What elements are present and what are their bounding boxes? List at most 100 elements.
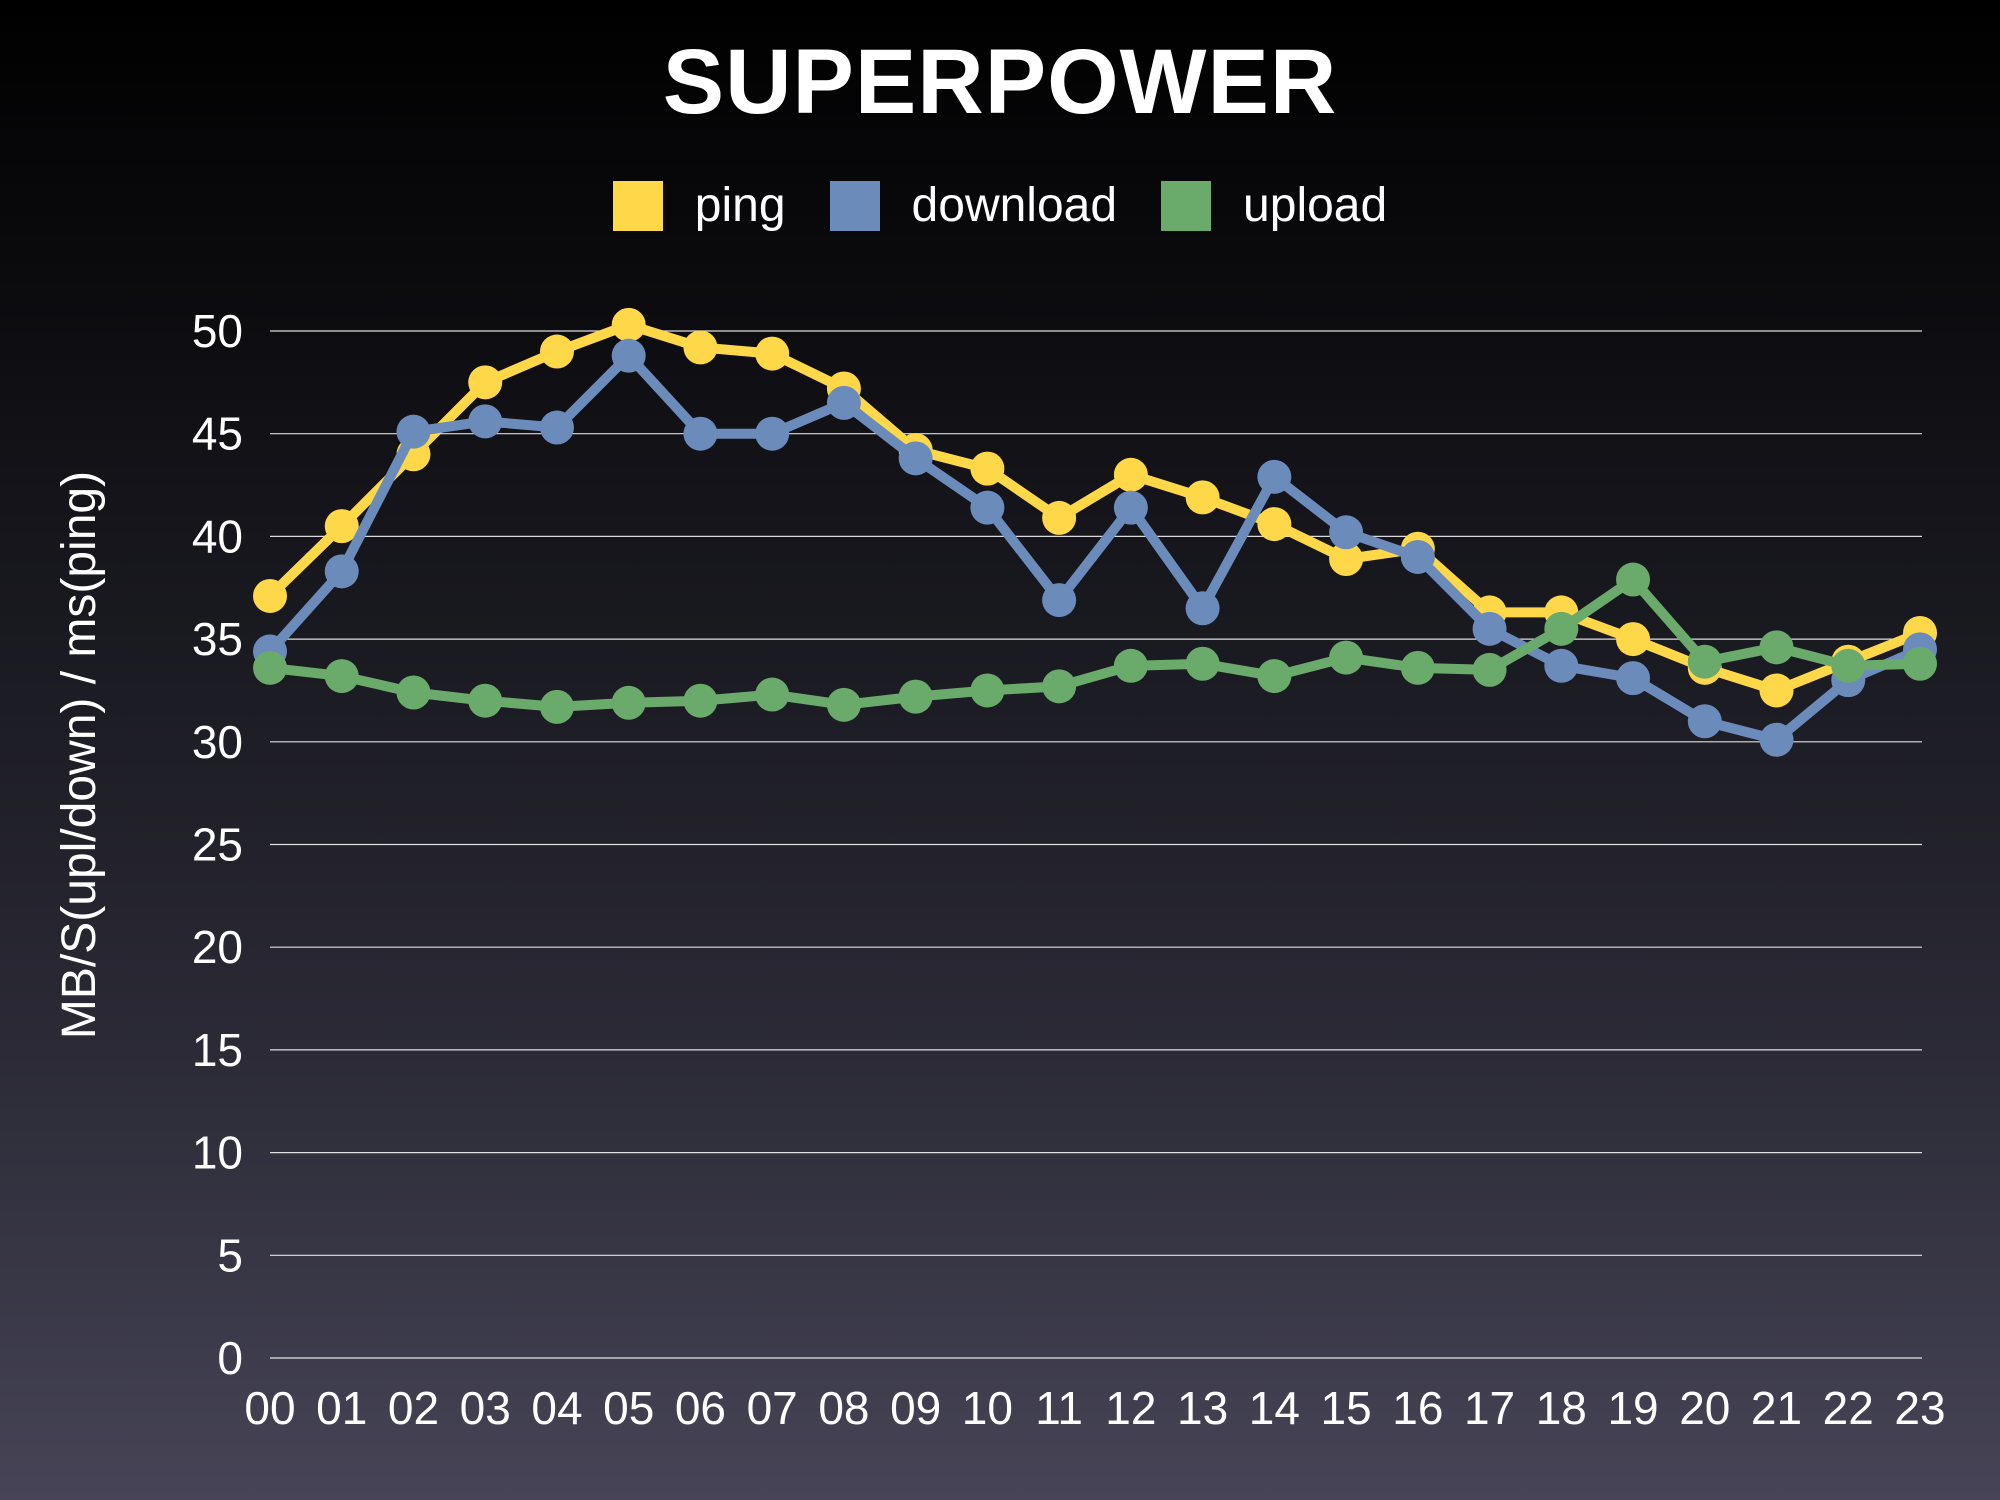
x-tick-label-09: 09 (890, 1382, 941, 1434)
x-tick-label-13: 13 (1177, 1382, 1228, 1434)
x-tick-label-02: 02 (388, 1382, 439, 1434)
x-tick-label-19: 19 (1607, 1382, 1658, 1434)
y-tick-label-40: 40 (192, 510, 243, 562)
legend-swatch-download (829, 180, 880, 231)
y-tick-label-20: 20 (192, 921, 243, 973)
legend-label-ping: ping (694, 179, 786, 232)
data-point-upload-15 (1329, 640, 1364, 675)
data-point-download-02 (396, 414, 431, 449)
data-point-download-19 (1616, 661, 1651, 696)
y-tick-label-30: 30 (192, 716, 243, 768)
data-point-ping-00 (253, 578, 287, 613)
data-point-download-05 (611, 338, 646, 373)
data-point-download-17 (1472, 611, 1507, 646)
x-tick-label-01: 01 (316, 1382, 367, 1434)
x-tick-label-11: 11 (1035, 1382, 1083, 1434)
data-point-ping-15 (1329, 541, 1364, 576)
data-point-download-04 (539, 410, 574, 445)
x-tick-label-07: 07 (747, 1382, 798, 1434)
x-tick-label-22: 22 (1823, 1382, 1874, 1434)
data-point-download-14 (1257, 459, 1292, 494)
data-point-download-15 (1329, 515, 1364, 550)
x-tick-label-17: 17 (1464, 1382, 1515, 1434)
data-point-upload-07 (755, 677, 790, 712)
y-tick-label-35: 35 (192, 613, 243, 665)
data-point-upload-03 (468, 683, 503, 718)
x-tick-label-23: 23 (1894, 1382, 1945, 1434)
data-point-ping-11 (1042, 500, 1077, 535)
data-point-upload-06 (683, 683, 718, 718)
data-point-upload-01 (324, 659, 359, 694)
data-point-upload-18 (1544, 611, 1579, 646)
data-point-ping-04 (539, 334, 574, 369)
data-point-upload-21 (1759, 630, 1794, 665)
data-point-ping-21 (1759, 673, 1794, 708)
data-point-ping-10 (970, 451, 1005, 486)
data-point-download-09 (898, 441, 933, 476)
data-point-ping-03 (468, 365, 503, 400)
series-line-download (265, 350, 1925, 745)
data-point-upload-23 (1903, 646, 1937, 681)
x-tick-label-21: 21 (1751, 1382, 1802, 1434)
y-tick-label-0: 0 (217, 1332, 243, 1384)
y-tick-label-50: 50 (192, 305, 243, 357)
data-point-ping-07 (755, 336, 790, 371)
x-tick-label-06: 06 (675, 1382, 726, 1434)
data-point-ping-01 (324, 509, 359, 544)
data-point-download-13 (1185, 591, 1220, 626)
x-tick-label-18: 18 (1536, 1382, 1587, 1434)
legend-label-upload: upload (1243, 179, 1388, 232)
data-point-upload-17 (1472, 652, 1507, 687)
data-point-upload-14 (1257, 659, 1292, 694)
y-tick-label-10: 10 (192, 1127, 243, 1179)
data-point-download-21 (1759, 722, 1794, 757)
data-point-upload-08 (826, 687, 861, 722)
data-point-upload-09 (898, 679, 933, 714)
series-line-ping (265, 319, 1925, 696)
x-tick-label-14: 14 (1249, 1382, 1300, 1434)
x-tick-label-04: 04 (531, 1382, 582, 1434)
data-point-download-10 (970, 490, 1005, 525)
data-point-download-01 (324, 554, 359, 589)
data-point-ping-06 (683, 330, 718, 365)
data-point-ping-13 (1185, 480, 1220, 515)
y-tick-label-25: 25 (192, 819, 243, 871)
data-point-download-12 (1113, 490, 1148, 525)
data-point-upload-16 (1400, 650, 1435, 685)
chart-title: SUPERPOWER (662, 31, 1338, 133)
x-tick-label-12: 12 (1105, 1382, 1156, 1434)
x-tick-label-15: 15 (1321, 1382, 1372, 1434)
legend-label-download: download (911, 179, 1118, 232)
x-tick-label-16: 16 (1392, 1382, 1443, 1434)
y-tick-label-5: 5 (217, 1229, 243, 1281)
x-tick-label-10: 10 (962, 1382, 1013, 1434)
data-point-ping-12 (1113, 457, 1148, 492)
legend-item-ping: ping (612, 178, 786, 233)
data-point-ping-05 (611, 307, 646, 342)
data-point-download-16 (1400, 539, 1435, 574)
x-tick-label-00: 00 (244, 1382, 295, 1434)
legend: ping download upload (0, 178, 2000, 233)
legend-swatch-ping (612, 180, 663, 231)
y-tick-label-15: 15 (192, 1024, 243, 1076)
data-point-ping-19 (1616, 622, 1651, 657)
data-point-upload-13 (1185, 646, 1220, 681)
data-point-upload-19 (1616, 562, 1651, 597)
data-point-upload-11 (1042, 669, 1077, 704)
x-tick-label-05: 05 (603, 1382, 654, 1434)
data-point-download-08 (826, 385, 861, 420)
y-axis-label: MB/S(upl/down) / ms(ping) (53, 471, 106, 1039)
data-point-upload-12 (1113, 648, 1148, 683)
legend-item-upload: upload (1161, 178, 1387, 233)
data-point-upload-02 (396, 675, 431, 710)
x-tick-label-03: 03 (460, 1382, 511, 1434)
x-tick-label-20: 20 (1679, 1382, 1730, 1434)
data-point-download-11 (1042, 583, 1077, 618)
data-point-download-07 (755, 416, 790, 451)
data-point-ping-14 (1257, 507, 1292, 542)
y-tick-label-45: 45 (192, 408, 243, 460)
data-point-upload-04 (539, 689, 574, 724)
data-point-upload-10 (970, 673, 1005, 708)
data-point-upload-00 (253, 650, 287, 685)
